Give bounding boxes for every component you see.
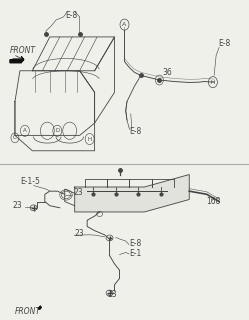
Text: 23: 23	[107, 290, 117, 299]
Text: C: C	[13, 135, 17, 140]
Text: E-1: E-1	[129, 249, 142, 258]
Text: E-1-5: E-1-5	[20, 177, 40, 186]
Text: D: D	[55, 128, 60, 133]
Text: E-8: E-8	[129, 239, 142, 248]
Text: A: A	[23, 128, 27, 133]
Text: 23: 23	[73, 188, 83, 197]
Text: 23: 23	[12, 201, 22, 210]
Text: 168: 168	[207, 197, 221, 206]
Text: E-8: E-8	[65, 11, 77, 20]
Text: C: C	[158, 77, 161, 83]
Text: 23: 23	[75, 229, 84, 238]
Polygon shape	[39, 306, 41, 309]
Text: E-8: E-8	[129, 127, 141, 136]
Text: FRONT: FRONT	[15, 307, 41, 316]
Polygon shape	[75, 174, 189, 212]
Polygon shape	[10, 57, 24, 63]
Text: H: H	[211, 80, 215, 85]
Text: H: H	[88, 137, 92, 141]
Text: FRONT: FRONT	[10, 46, 36, 55]
Text: A: A	[122, 22, 127, 27]
Text: E-8: E-8	[219, 39, 231, 48]
Text: 36: 36	[162, 68, 172, 77]
